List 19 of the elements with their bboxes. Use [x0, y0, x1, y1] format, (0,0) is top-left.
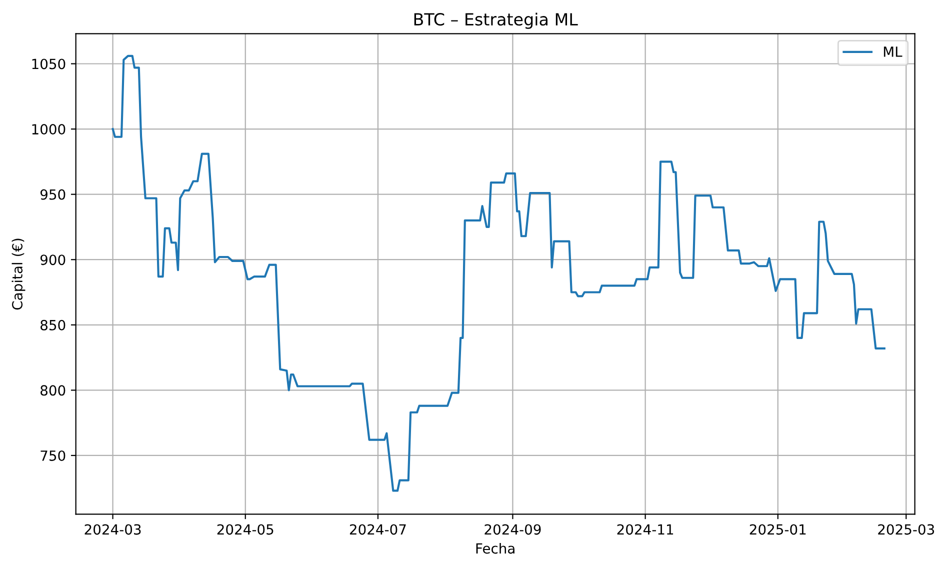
x-axis-title: Fecha — [476, 542, 514, 554]
chart-title: BTC – Estrategia ML — [414, 12, 578, 29]
y-tick-label: 950 — [40, 189, 66, 200]
x-tick-label: 2024-07 — [350, 524, 406, 535]
y-tick-label: 900 — [40, 254, 66, 266]
y-tick-label: 1050 — [32, 58, 66, 70]
y-tick-label: 750 — [40, 450, 66, 461]
y-tick-label: 850 — [40, 320, 66, 330]
legend-label: ML — [884, 46, 902, 57]
x-tick-label: 2025-03 — [878, 524, 934, 535]
y-axis-title: Capital (€) — [12, 238, 26, 310]
x-tick-label: 2024-09 — [484, 524, 541, 535]
x-tick-label: 2024-11 — [617, 524, 674, 535]
x-tick-label: 2024-03 — [84, 524, 141, 535]
y-tick-label: 1000 — [32, 124, 66, 135]
x-tick-label: 2025-01 — [750, 524, 806, 535]
y-tick-label: 800 — [40, 385, 66, 396]
line-series — [112, 54, 886, 492]
x-tick-label: 2024-05 — [217, 524, 274, 535]
